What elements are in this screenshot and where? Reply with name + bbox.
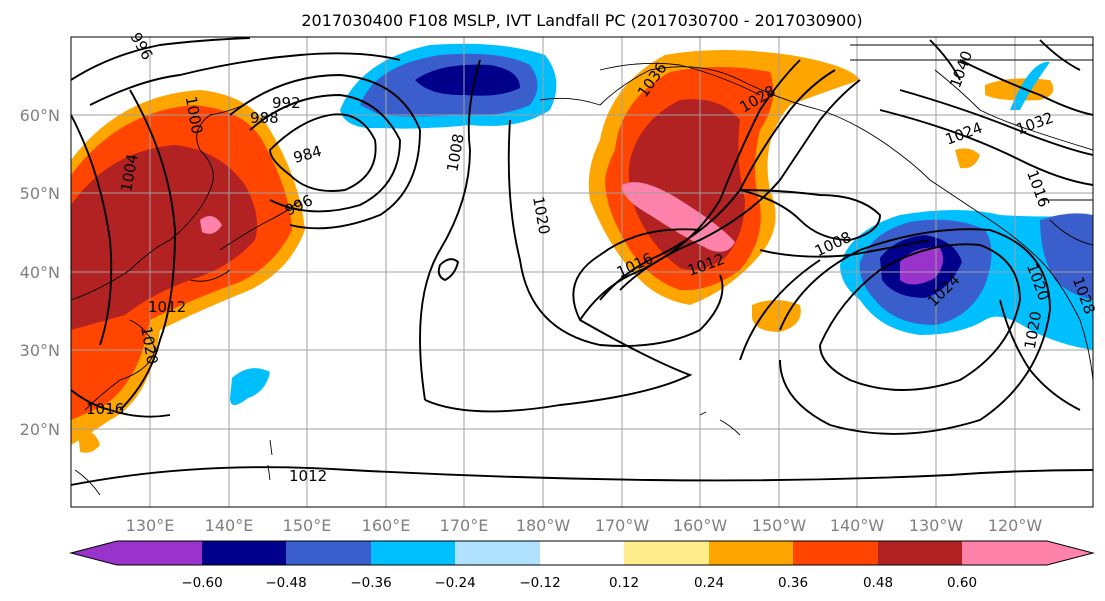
latitude-labels: 60°N 50°N 40°N 30°N 20°N — [20, 106, 60, 439]
contour-label: 1016 — [86, 400, 124, 418]
colorbar-extend-max — [1047, 541, 1093, 565]
lon-label: 160°E — [362, 516, 411, 535]
colorbar-cell — [371, 541, 455, 565]
colorbar-cells — [117, 541, 1047, 565]
colorbar-tick: −0.24 — [434, 575, 475, 591]
colorbar-cell — [540, 541, 624, 565]
colorbar-cell — [793, 541, 878, 565]
lon-label: 170°W — [595, 516, 650, 535]
colorbar-cell — [878, 541, 962, 565]
colorbar-tick: −0.60 — [181, 575, 222, 591]
map-frame — [70, 36, 1094, 508]
lat-label: 30°N — [20, 341, 60, 360]
colorbar-cell — [202, 541, 286, 565]
graticule — [71, 37, 1093, 507]
contour-label: 1012 — [148, 298, 186, 316]
colorbar-tick: 0.12 — [609, 575, 639, 591]
lon-label: 140°E — [205, 516, 254, 535]
lon-label: 120°W — [988, 516, 1043, 535]
longitude-labels: 130°E 140°E 150°E 160°E 170°E 180°W 170°… — [126, 516, 1043, 535]
colorbar-tick: −0.12 — [519, 575, 560, 591]
lat-label: 40°N — [20, 263, 60, 282]
colorbar-cell — [455, 541, 540, 565]
lat-label: 20°N — [20, 420, 60, 439]
lon-label: 150°W — [752, 516, 807, 535]
colorbar-cell — [117, 541, 202, 565]
mslp-contours — [71, 37, 1093, 486]
colorbar: −0.60 −0.48 −0.36 −0.24 −0.12 0.12 0.24 … — [69, 540, 1095, 591]
colorbar-outline — [69, 540, 1095, 566]
lon-label: 140°W — [830, 516, 885, 535]
colorbar-tick: 0.60 — [947, 575, 977, 591]
coastlines — [71, 44, 1093, 496]
map-panel: 996 1000 992 988 984 996 1004 1008 1020 … — [70, 29, 1099, 508]
lon-label: 180°W — [516, 516, 571, 535]
colorbar-extend-min — [71, 541, 117, 565]
colorbar-cell — [962, 541, 1047, 565]
lat-label: 60°N — [20, 106, 60, 125]
colorbar-cell — [286, 541, 371, 565]
contour-label: 1012 — [289, 467, 327, 485]
lon-label: 130°E — [126, 516, 175, 535]
colorbar-cell — [624, 541, 709, 565]
lon-label: 150°E — [283, 516, 332, 535]
lon-label: 170°E — [440, 516, 489, 535]
figure-title: 2017030400 F108 MSLP, IVT Landfall PC (2… — [301, 11, 862, 30]
colorbar-tick: 0.36 — [778, 575, 808, 591]
contour-label: 988 — [250, 109, 279, 127]
colorbar-tick: 0.48 — [863, 575, 893, 591]
colorbar-ticks: −0.60 −0.48 −0.36 −0.24 −0.12 0.12 0.24 … — [181, 575, 977, 591]
contour-label: 992 — [272, 94, 301, 112]
lon-label: 160°W — [673, 516, 728, 535]
colorbar-tick: −0.48 — [265, 575, 306, 591]
colorbar-tick: 0.24 — [694, 575, 724, 591]
colorbar-cell — [709, 541, 793, 565]
lon-label: 130°W — [909, 516, 964, 535]
lat-label: 50°N — [20, 184, 60, 203]
colorbar-tick: −0.36 — [350, 575, 391, 591]
